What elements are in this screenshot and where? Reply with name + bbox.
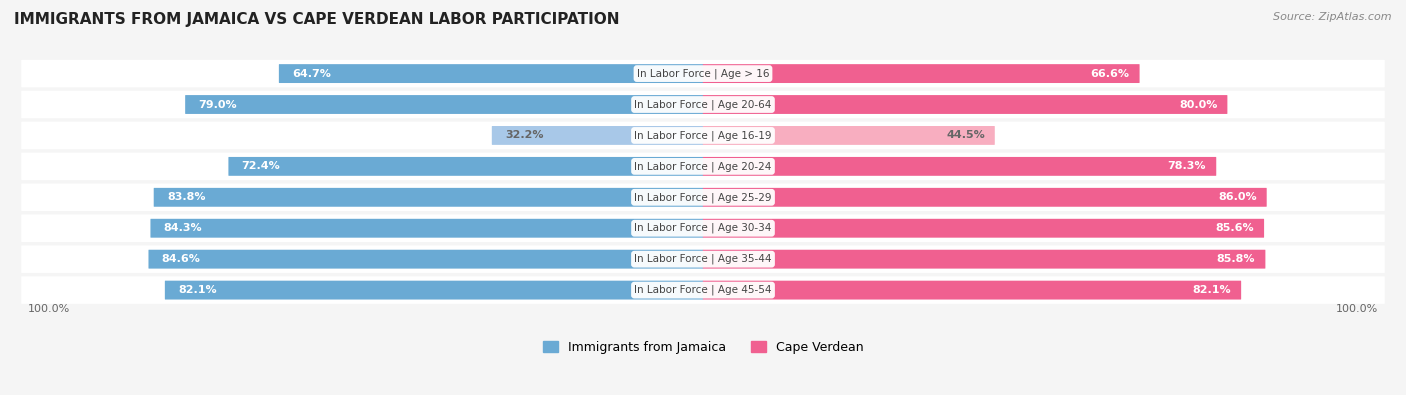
FancyBboxPatch shape — [21, 91, 1385, 118]
Text: 82.1%: 82.1% — [179, 285, 217, 295]
Text: 44.5%: 44.5% — [946, 130, 984, 141]
FancyBboxPatch shape — [703, 188, 1267, 207]
Text: Source: ZipAtlas.com: Source: ZipAtlas.com — [1274, 12, 1392, 22]
Text: In Labor Force | Age 20-64: In Labor Force | Age 20-64 — [634, 99, 772, 110]
FancyBboxPatch shape — [150, 219, 703, 238]
Text: 79.0%: 79.0% — [198, 100, 238, 109]
FancyBboxPatch shape — [153, 188, 703, 207]
Text: 84.3%: 84.3% — [163, 223, 202, 233]
FancyBboxPatch shape — [278, 64, 703, 83]
Text: In Labor Force | Age 30-34: In Labor Force | Age 30-34 — [634, 223, 772, 233]
FancyBboxPatch shape — [21, 152, 1385, 180]
Legend: Immigrants from Jamaica, Cape Verdean: Immigrants from Jamaica, Cape Verdean — [543, 341, 863, 354]
Text: In Labor Force | Age 45-54: In Labor Force | Age 45-54 — [634, 285, 772, 295]
FancyBboxPatch shape — [21, 60, 1385, 87]
FancyBboxPatch shape — [21, 276, 1385, 304]
FancyBboxPatch shape — [703, 219, 1264, 238]
FancyBboxPatch shape — [703, 157, 1216, 176]
Text: 80.0%: 80.0% — [1180, 100, 1218, 109]
FancyBboxPatch shape — [149, 250, 703, 269]
Text: 78.3%: 78.3% — [1168, 162, 1206, 171]
FancyBboxPatch shape — [21, 214, 1385, 242]
Text: 84.6%: 84.6% — [162, 254, 201, 264]
FancyBboxPatch shape — [21, 184, 1385, 211]
Text: In Labor Force | Age 25-29: In Labor Force | Age 25-29 — [634, 192, 772, 203]
Text: In Labor Force | Age 20-24: In Labor Force | Age 20-24 — [634, 161, 772, 171]
Text: 86.0%: 86.0% — [1218, 192, 1257, 202]
Text: 82.1%: 82.1% — [1192, 285, 1232, 295]
Text: 100.0%: 100.0% — [28, 304, 70, 314]
FancyBboxPatch shape — [703, 95, 1227, 114]
Text: 72.4%: 72.4% — [242, 162, 280, 171]
Text: 85.8%: 85.8% — [1216, 254, 1256, 264]
FancyBboxPatch shape — [492, 126, 703, 145]
Text: In Labor Force | Age 16-19: In Labor Force | Age 16-19 — [634, 130, 772, 141]
Text: In Labor Force | Age 35-44: In Labor Force | Age 35-44 — [634, 254, 772, 264]
Text: IMMIGRANTS FROM JAMAICA VS CAPE VERDEAN LABOR PARTICIPATION: IMMIGRANTS FROM JAMAICA VS CAPE VERDEAN … — [14, 12, 620, 27]
Text: In Labor Force | Age > 16: In Labor Force | Age > 16 — [637, 68, 769, 79]
Text: 64.7%: 64.7% — [292, 69, 330, 79]
Text: 85.6%: 85.6% — [1215, 223, 1254, 233]
Text: 83.8%: 83.8% — [167, 192, 205, 202]
Text: 32.2%: 32.2% — [505, 130, 544, 141]
FancyBboxPatch shape — [228, 157, 703, 176]
FancyBboxPatch shape — [21, 122, 1385, 149]
FancyBboxPatch shape — [21, 245, 1385, 273]
FancyBboxPatch shape — [165, 281, 703, 299]
Text: 66.6%: 66.6% — [1091, 69, 1129, 79]
FancyBboxPatch shape — [186, 95, 703, 114]
FancyBboxPatch shape — [703, 64, 1140, 83]
FancyBboxPatch shape — [703, 250, 1265, 269]
FancyBboxPatch shape — [703, 126, 995, 145]
FancyBboxPatch shape — [703, 281, 1241, 299]
Text: 100.0%: 100.0% — [1336, 304, 1378, 314]
